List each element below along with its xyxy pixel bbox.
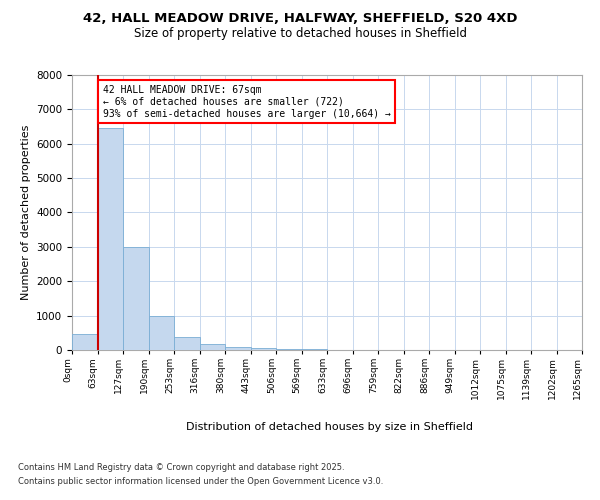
- Bar: [123, 247, 149, 350]
- Bar: [276, 349, 302, 350]
- Bar: [97, 128, 123, 350]
- Bar: [251, 348, 276, 350]
- Bar: [72, 334, 97, 350]
- Text: Contains public sector information licensed under the Open Government Licence v3: Contains public sector information licen…: [18, 477, 383, 486]
- Text: Distribution of detached houses by size in Sheffield: Distribution of detached houses by size …: [187, 422, 473, 432]
- Bar: [199, 344, 225, 350]
- Bar: [225, 347, 251, 350]
- Bar: [174, 337, 199, 350]
- Text: Size of property relative to detached houses in Sheffield: Size of property relative to detached ho…: [133, 28, 467, 40]
- Bar: [149, 316, 174, 350]
- Text: 42, HALL MEADOW DRIVE, HALFWAY, SHEFFIELD, S20 4XD: 42, HALL MEADOW DRIVE, HALFWAY, SHEFFIEL…: [83, 12, 517, 26]
- Text: 42 HALL MEADOW DRIVE: 67sqm
← 6% of detached houses are smaller (722)
93% of sem: 42 HALL MEADOW DRIVE: 67sqm ← 6% of deta…: [103, 86, 391, 118]
- Text: Contains HM Land Registry data © Crown copyright and database right 2025.: Contains HM Land Registry data © Crown c…: [18, 464, 344, 472]
- Y-axis label: Number of detached properties: Number of detached properties: [20, 125, 31, 300]
